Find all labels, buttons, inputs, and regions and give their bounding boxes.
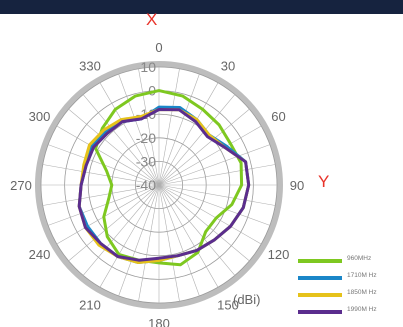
header-band xyxy=(0,0,403,14)
legend-label-1990mhz: 1990M Hz xyxy=(347,306,377,313)
grid-spoke xyxy=(138,68,160,186)
legend-item-1990mhz: 1990M Hz xyxy=(295,305,403,322)
legend-swatch-960mhz xyxy=(298,259,342,263)
legend-swatch-1990mhz xyxy=(298,310,342,314)
legend-swatch-1850mhz xyxy=(298,293,342,297)
grid-spoke xyxy=(158,184,236,276)
legend-item-960mhz: 960MHz xyxy=(295,254,403,271)
grid-spoke xyxy=(42,164,160,186)
grid-spoke xyxy=(158,184,200,296)
angle-tick-label: 90 xyxy=(290,178,304,193)
grid-spoke xyxy=(82,184,160,276)
radial-tick-label: -30 xyxy=(136,153,156,169)
angle-tick-label: 60 xyxy=(271,109,285,124)
angle-tick-label: 330 xyxy=(79,58,101,73)
radial-tick-label: 10 xyxy=(140,59,156,75)
series-line-960mhz xyxy=(94,89,244,267)
legend: 960MHz 1710M Hz 1850M Hz 1990M Hz xyxy=(295,254,403,322)
legend-swatch-1710mhz xyxy=(298,276,342,280)
grid-spoke xyxy=(158,68,180,186)
grid-spoke xyxy=(158,164,276,186)
grid-spoke xyxy=(118,74,160,186)
radial-tick-label: 0 xyxy=(148,83,156,99)
grid-spoke xyxy=(158,108,250,186)
grid-spoke xyxy=(56,184,160,245)
angle-tick-label: 270 xyxy=(10,178,32,193)
angle-tick-label: 180 xyxy=(148,316,170,327)
grid-spoke xyxy=(68,108,160,186)
grid-spoke xyxy=(158,94,236,186)
grid-spoke xyxy=(82,94,160,186)
grid-spoke xyxy=(158,184,262,245)
grid-spoke xyxy=(158,184,250,262)
grid-spoke xyxy=(118,184,160,296)
series-line-1990mhz xyxy=(77,108,251,262)
grid-spoke xyxy=(158,184,276,206)
legend-item-1850mhz: 1850M Hz xyxy=(295,288,403,305)
grid-spoke xyxy=(158,82,219,186)
grid-spoke xyxy=(158,184,219,288)
grid-spoke xyxy=(42,184,160,206)
grid-spoke xyxy=(158,184,270,226)
grid-spoke xyxy=(138,184,160,302)
legend-label-1850mhz: 1850M Hz xyxy=(347,289,377,296)
grid-spoke xyxy=(48,184,160,226)
angle-tick-label: 0 xyxy=(155,40,162,55)
grid-spoke xyxy=(99,82,160,186)
angle-tick-label: 30 xyxy=(221,58,235,73)
angle-tick-label: 300 xyxy=(29,109,51,124)
grid-spoke xyxy=(158,144,270,186)
grid-spoke xyxy=(158,184,180,302)
grid-spoke xyxy=(56,125,160,186)
angle-tick-label: 240 xyxy=(29,247,51,262)
legend-item-1710mhz: 1710M Hz xyxy=(295,271,403,288)
angle-tick-label: 120 xyxy=(268,247,290,262)
grid-spoke xyxy=(158,125,262,186)
legend-label-960mhz: 960MHz xyxy=(347,255,372,262)
outer-ring xyxy=(35,61,283,309)
y-axis-label: Y xyxy=(318,172,330,191)
radial-tick-label: -40 xyxy=(136,177,156,193)
angle-tick-label: 150 xyxy=(217,298,239,313)
grid-spoke xyxy=(158,74,200,186)
angle-tick-label: 210 xyxy=(79,298,101,313)
radial-tick-label: -20 xyxy=(136,130,156,146)
unit-label: (dBi) xyxy=(233,292,261,307)
x-axis-label: X xyxy=(146,10,158,29)
legend-label-1710mhz: 1710M Hz xyxy=(347,272,377,279)
grid-spoke xyxy=(68,184,160,262)
grid-spoke xyxy=(99,184,160,288)
